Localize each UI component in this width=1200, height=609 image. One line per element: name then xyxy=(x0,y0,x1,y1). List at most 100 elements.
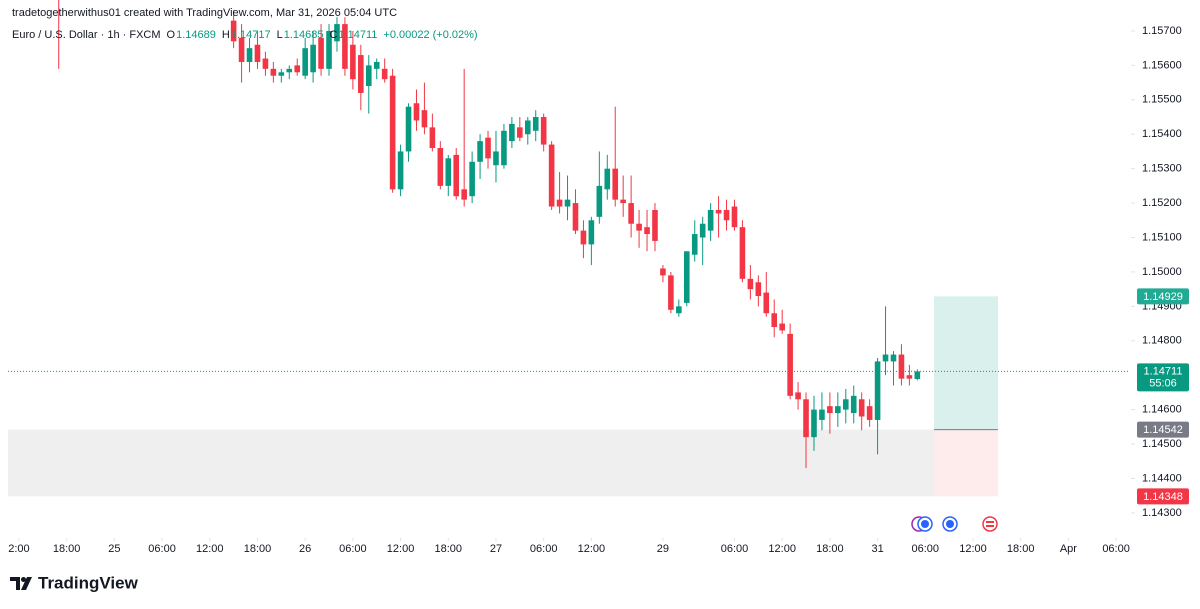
candle-body xyxy=(850,395,857,414)
candle-body xyxy=(644,227,650,235)
candle-body xyxy=(835,406,841,414)
candle-body xyxy=(636,223,642,231)
candle-body xyxy=(890,354,897,362)
candle-body xyxy=(628,203,634,224)
candle-body xyxy=(819,409,825,420)
x-tick-label: 26 xyxy=(299,543,311,555)
candle-body xyxy=(739,227,746,279)
legend-key: L xyxy=(277,29,283,41)
y-tick-label: 1.15100 xyxy=(1142,231,1182,243)
symbol: Euro / U.S. Dollar · 1h · FXCM xyxy=(12,29,161,41)
y-tick-label: 1.14500 xyxy=(1142,438,1182,450)
candle-body xyxy=(668,275,674,310)
legend-value: 1.14689 xyxy=(176,29,216,41)
logo-text: TradingView xyxy=(38,573,139,592)
price-badge-label: 1.14542 xyxy=(1143,424,1183,436)
x-tick-label: 27 xyxy=(490,543,502,555)
candle-body xyxy=(397,151,404,190)
candle-body xyxy=(437,148,444,186)
y-tick-label: 1.15000 xyxy=(1142,266,1182,278)
x-tick-label: 31 xyxy=(871,543,883,555)
candle-body xyxy=(556,199,563,207)
candle-body xyxy=(326,30,332,69)
event-icons xyxy=(911,516,998,532)
ohlc-legend: Euro / U.S. Dollar · 1h · FXCM O 1.14689 H… xyxy=(12,29,478,41)
x-tick-label: 06:00 xyxy=(148,543,176,555)
candle-body xyxy=(763,292,770,314)
candle-body xyxy=(421,110,428,128)
candle-body xyxy=(771,313,778,327)
price-badge xyxy=(1137,421,1189,438)
x-tick-label: 25 xyxy=(108,543,120,555)
x-tick-label: 12:00 xyxy=(387,543,415,555)
y-tick-label: 1.15300 xyxy=(1142,163,1182,175)
candle-body xyxy=(731,206,738,228)
candle-body xyxy=(302,48,308,76)
x-tick-label: Apr xyxy=(1060,543,1077,555)
x-tick-label: 18:00 xyxy=(53,543,81,555)
stop-zone xyxy=(934,429,999,497)
candle-body xyxy=(866,406,873,420)
candle-body xyxy=(779,323,785,331)
x-tick-label: 12:00 xyxy=(578,543,606,555)
plot-area xyxy=(8,0,1130,497)
candle-body xyxy=(914,371,921,379)
candle-body xyxy=(310,44,316,73)
x-tick-label: 12:00 xyxy=(196,543,224,555)
y-tick-label: 1.15700 xyxy=(1142,25,1182,37)
legend-key: C xyxy=(329,29,337,41)
candle-body xyxy=(620,199,626,204)
candle-body xyxy=(469,161,475,197)
candle-body xyxy=(572,203,579,231)
x-tick-label: 06:00 xyxy=(530,543,558,555)
candle-body xyxy=(318,37,324,69)
candle-body xyxy=(596,185,603,217)
current-price-label: 1.14711 xyxy=(1144,365,1183,377)
candle-body xyxy=(246,48,253,62)
candle-body xyxy=(652,209,658,241)
candle-body xyxy=(906,375,913,379)
price-badge-label: 1.14348 xyxy=(1143,491,1183,503)
candle-body xyxy=(358,55,364,93)
candle-body xyxy=(707,209,714,231)
candle-body xyxy=(286,68,293,73)
candle-body xyxy=(477,141,483,162)
x-tick-label: 12:00 xyxy=(768,543,796,555)
candle-body xyxy=(413,103,420,121)
candle-body xyxy=(540,117,547,145)
candle-body xyxy=(461,189,467,200)
legend-value: 1.14711 xyxy=(338,29,377,41)
candle-body xyxy=(898,354,905,379)
countdown: 55:06 xyxy=(1149,377,1177,389)
candle-body xyxy=(882,354,889,362)
candle-body xyxy=(715,209,722,214)
candle-body xyxy=(683,251,690,303)
y-tick-label: 1.15600 xyxy=(1142,59,1182,71)
candle-body xyxy=(270,68,277,76)
candle-body xyxy=(588,220,595,245)
x-tick-label: 18:00 xyxy=(244,543,272,555)
candle-body xyxy=(811,409,817,438)
x-tick-label: 2:00 xyxy=(8,543,29,555)
candle-body xyxy=(278,72,285,76)
x-tick-label: 06:00 xyxy=(1102,543,1130,555)
x-tick-label: 06:00 xyxy=(912,543,940,555)
candle-body xyxy=(795,392,801,400)
candle-body xyxy=(373,61,380,69)
x-tick-label: 06:00 xyxy=(339,543,367,555)
y-tick-label: 1.15500 xyxy=(1142,94,1182,106)
x-tick-label: 29 xyxy=(657,543,669,555)
candle-body xyxy=(699,223,706,238)
x-tick-label: 18:00 xyxy=(816,543,844,555)
legend-value: 1.14717 xyxy=(231,29,271,41)
candle-body xyxy=(691,234,698,255)
candle-body xyxy=(493,151,499,166)
x-tick-label: 12:00 xyxy=(959,543,987,555)
y-tick-label: 1.14800 xyxy=(1142,335,1182,347)
candle-body xyxy=(262,58,269,69)
price-badge xyxy=(1137,488,1189,505)
legend-change: +0.00022 (+0.02%) xyxy=(383,29,477,41)
candle-body xyxy=(842,399,849,410)
